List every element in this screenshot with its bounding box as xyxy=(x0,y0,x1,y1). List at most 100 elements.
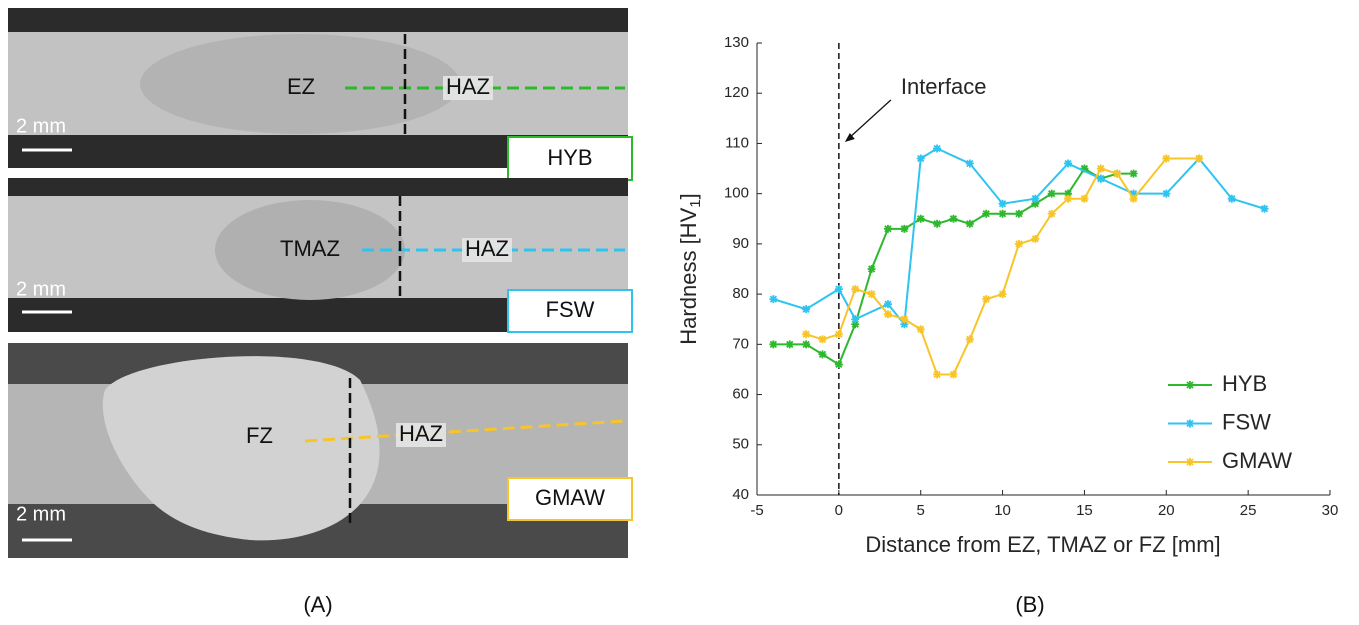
legend-marker xyxy=(1186,458,1194,466)
marker xyxy=(982,209,991,218)
marker xyxy=(1227,194,1236,203)
x-tick-label: 10 xyxy=(994,502,1011,519)
region-label: HAZ xyxy=(399,421,443,446)
marker xyxy=(1014,209,1023,218)
marker xyxy=(785,340,794,349)
marker xyxy=(802,340,811,349)
marker xyxy=(1064,194,1073,203)
marker xyxy=(1162,154,1171,163)
y-tick-label: 120 xyxy=(724,84,749,101)
y-axis-title-part: ] xyxy=(676,193,701,199)
region-label: HAZ xyxy=(465,236,509,261)
x-tick-label: 20 xyxy=(1158,502,1175,519)
marker xyxy=(1080,164,1089,173)
marker xyxy=(933,219,942,228)
marker xyxy=(982,295,991,304)
x-tick-label: 25 xyxy=(1240,502,1257,519)
chart: Distance from EZ, TMAZ or FZ [mm] Hardne… xyxy=(676,193,1221,557)
marker xyxy=(883,300,892,309)
legend-label: GMAW xyxy=(1222,448,1292,473)
y-tick-label: 100 xyxy=(724,185,749,202)
scale-label: 2 mm xyxy=(16,278,66,300)
marker xyxy=(949,370,958,379)
marker xyxy=(851,315,860,324)
y-axis-title-part: Hardness [HV xyxy=(676,207,701,344)
marker xyxy=(1047,189,1056,198)
marker xyxy=(818,335,827,344)
marker xyxy=(933,144,942,153)
marker xyxy=(769,295,778,304)
micrograph-fsw: TMAZ HAZ 2 mm FSW xyxy=(8,178,633,333)
marker xyxy=(998,199,1007,208)
marker xyxy=(1047,209,1056,218)
panel-label: (A) xyxy=(303,592,332,617)
marker xyxy=(998,290,1007,299)
marker xyxy=(965,159,974,168)
marker xyxy=(834,330,843,339)
marker xyxy=(802,305,811,314)
marker xyxy=(1129,189,1138,198)
region-label: EZ xyxy=(287,74,315,99)
marker xyxy=(900,320,909,329)
series-line xyxy=(773,147,1265,327)
scale-label: 2 mm xyxy=(16,503,66,525)
y-tick-label: 80 xyxy=(732,285,749,302)
y-tick-label: 110 xyxy=(725,134,749,151)
marker xyxy=(916,154,925,163)
marker xyxy=(1064,159,1073,168)
process-label: GMAW xyxy=(535,485,605,510)
marker xyxy=(1129,194,1138,203)
x-tick-label: 15 xyxy=(1076,502,1093,519)
marker xyxy=(965,335,974,344)
marker xyxy=(834,360,843,369)
region-label: FZ xyxy=(246,423,273,448)
legend-marker xyxy=(1186,381,1194,389)
process-label: HYB xyxy=(547,145,592,170)
micrograph-gmaw: FZ HAZ 2 mm GMAW xyxy=(8,343,633,558)
y-tick-label: 60 xyxy=(732,386,749,403)
arrow-head xyxy=(844,133,855,142)
marker xyxy=(769,340,778,349)
marker xyxy=(1031,194,1040,203)
x-tick-label: -5 xyxy=(750,502,763,519)
marker xyxy=(933,370,942,379)
marker xyxy=(802,330,811,339)
marker xyxy=(883,310,892,319)
x-tick-label: 30 xyxy=(1322,502,1339,519)
y-tick-label: 130 xyxy=(724,34,749,51)
marker xyxy=(1162,189,1171,198)
marker xyxy=(1031,234,1040,243)
marker xyxy=(1096,174,1105,183)
marker xyxy=(867,265,876,273)
marker xyxy=(916,325,925,334)
marker xyxy=(1014,239,1023,248)
marker xyxy=(818,350,827,359)
marker xyxy=(900,224,909,233)
series-line xyxy=(805,157,1200,376)
marker xyxy=(900,315,909,324)
region-label: HAZ xyxy=(446,74,490,99)
marker xyxy=(1129,169,1138,178)
y-tick-label: 50 xyxy=(732,436,749,453)
marker xyxy=(1064,189,1073,198)
marker xyxy=(851,285,860,294)
marker xyxy=(1096,164,1105,173)
marker xyxy=(998,209,1007,218)
marker xyxy=(1195,154,1204,163)
x-tick-label: 0 xyxy=(835,502,843,519)
marker xyxy=(949,214,958,223)
y-axis-title-sub: 1 xyxy=(687,199,704,207)
process-label: FSW xyxy=(546,297,595,322)
annotation-arrow xyxy=(846,99,892,141)
marker xyxy=(1260,204,1269,213)
marker xyxy=(1080,194,1089,203)
x-axis-title: Distance from EZ, TMAZ or FZ [mm] xyxy=(865,532,1220,557)
marker xyxy=(1113,169,1122,178)
marker xyxy=(851,320,860,329)
scale-label: 2 mm xyxy=(16,115,66,137)
legend-label: HYB xyxy=(1222,371,1267,396)
marker xyxy=(965,219,974,228)
micrograph-hyb: EZ HAZ 2 mm HYB xyxy=(8,8,633,181)
y-tick-label: 40 xyxy=(732,486,749,503)
y-tick-label: 90 xyxy=(732,235,749,252)
